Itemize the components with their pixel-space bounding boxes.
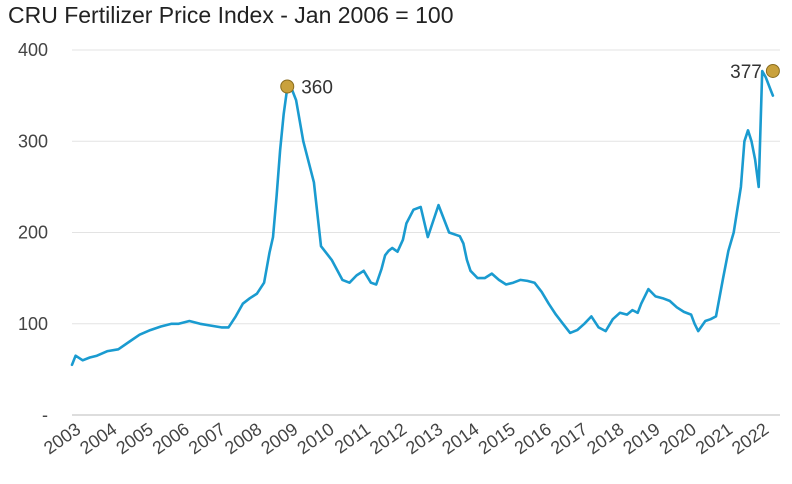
x-tick-label: 2020 xyxy=(656,419,700,458)
x-tick-label: 2022 xyxy=(728,419,772,458)
y-tick-label: - xyxy=(42,405,48,425)
x-tick-label: 2006 xyxy=(149,419,193,458)
x-tick-label: 2011 xyxy=(331,419,374,458)
series-layer xyxy=(70,69,775,367)
x-tick-label: 2004 xyxy=(76,419,120,458)
y-tick-label: 200 xyxy=(18,223,48,243)
x-tick-label: 2016 xyxy=(511,419,555,458)
x-tick-label: 2007 xyxy=(185,419,229,458)
x-tick-label: 2005 xyxy=(112,419,156,458)
gridlines xyxy=(72,49,780,325)
data-label: 360 xyxy=(301,78,333,99)
x-tick-label: 2021 xyxy=(692,419,736,458)
x-tick-label: 2017 xyxy=(547,419,591,458)
x-tick-label: 2008 xyxy=(221,419,265,458)
x-tick-label: 2013 xyxy=(402,419,446,458)
peak-marker xyxy=(765,63,780,78)
y-tick-label: 100 xyxy=(18,314,48,334)
series-line xyxy=(70,69,775,367)
x-tick-label: 2009 xyxy=(257,419,301,458)
x-tick-label: 2010 xyxy=(293,419,337,458)
data-label: 377 xyxy=(730,62,762,83)
x-tick-label: 2015 xyxy=(475,419,519,458)
peak-marker xyxy=(280,79,295,94)
annotation-layer: 360 377 xyxy=(280,62,780,99)
y-tick-label: 400 xyxy=(18,40,48,60)
x-tick-label: 2019 xyxy=(619,419,663,458)
x-axis-ticks: 2003200420052006200720082009201020112012… xyxy=(40,419,772,458)
y-tick-label: 300 xyxy=(18,131,48,151)
x-tick-label: 2014 xyxy=(438,419,482,458)
chart-title: CRU Fertilizer Price Index - Jan 2006 = … xyxy=(8,2,454,28)
x-tick-label: 2012 xyxy=(366,419,410,458)
x-tick-label: 2018 xyxy=(583,419,627,458)
y-axis-ticks: - 100 200 300 400 xyxy=(18,40,48,425)
